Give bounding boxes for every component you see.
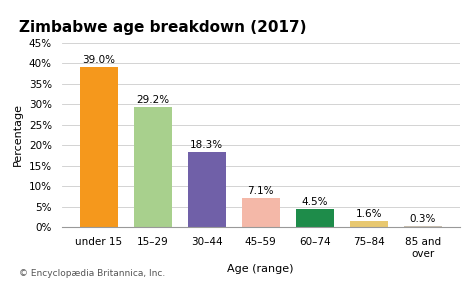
Y-axis label: Percentage: Percentage: [13, 103, 23, 166]
Text: Zimbabwe age breakdown (2017): Zimbabwe age breakdown (2017): [19, 20, 307, 35]
Text: 0.3%: 0.3%: [410, 214, 436, 224]
Bar: [242, 198, 280, 227]
Bar: [80, 67, 118, 227]
Text: 18.3%: 18.3%: [190, 140, 223, 150]
Text: 39.0%: 39.0%: [82, 55, 115, 65]
X-axis label: Age (range): Age (range): [228, 264, 294, 274]
Bar: [404, 226, 442, 227]
Text: 4.5%: 4.5%: [301, 197, 328, 207]
Text: 29.2%: 29.2%: [136, 95, 169, 105]
Text: 1.6%: 1.6%: [356, 208, 382, 219]
Text: 7.1%: 7.1%: [247, 186, 274, 196]
Bar: [296, 209, 334, 227]
Bar: [350, 221, 388, 227]
Bar: [134, 107, 172, 227]
Bar: [188, 152, 226, 227]
Text: © Encyclopædia Britannica, Inc.: © Encyclopædia Britannica, Inc.: [19, 269, 165, 278]
